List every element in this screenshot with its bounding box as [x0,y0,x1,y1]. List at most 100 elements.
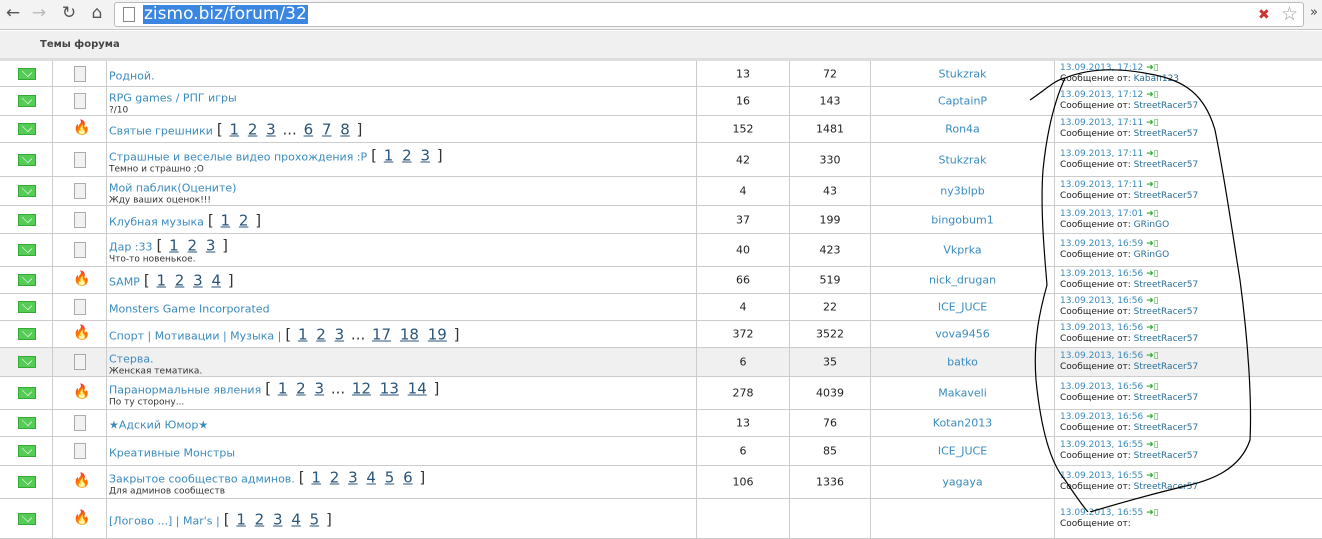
reload-icon[interactable]: ↻ [61,3,77,23]
go-to-last-post-icon[interactable]: ➜▯ [1146,296,1159,306]
go-to-last-post-icon[interactable]: ➜▯ [1146,351,1159,361]
last-post-user-link[interactable]: StreetRacer57 [1133,280,1199,290]
topic-title-link[interactable]: Закрытое сообщество админов. [109,472,295,486]
author-link[interactable]: Makaveli [938,386,987,400]
page-link[interactable]: 2 [187,236,198,255]
page-link[interactable]: 1 [277,379,288,398]
topic-title-link[interactable]: Стерва. [109,352,154,366]
author-link[interactable]: nick_drugan [928,273,997,287]
url-text[interactable]: zismo.biz/forum/32 [143,4,308,24]
topic-title-link[interactable]: [Логово ...] | Mar's | [109,514,220,527]
last-post-date-link[interactable]: 13.09.2013, 16:56 [1060,323,1144,333]
page-link[interactable]: 2 [329,468,340,487]
page-link[interactable]: 1 [311,468,321,487]
last-post-date-link[interactable]: 13.09.2013, 16:55 [1060,507,1144,518]
topic-title-link[interactable]: SAMP [109,275,140,289]
page-link[interactable]: 3 [334,325,345,344]
last-post-date-link[interactable]: 13.09.2013, 16:55 [1060,440,1144,450]
last-post-date-link[interactable]: 13.09.2013, 16:56 [1060,412,1144,422]
page-link[interactable]: 2 [254,510,265,528]
page-link[interactable]: 1 [297,325,308,344]
go-to-last-post-icon[interactable]: ➜▯ [1146,269,1159,279]
page-link[interactable]: 2 [296,379,306,398]
go-to-last-post-icon[interactable]: ➜▯ [1146,382,1159,392]
overflow-chevron-icon[interactable]: » [1310,5,1318,20]
topic-title-link[interactable]: Страшные и веселые видео прохождения :P [109,150,368,163]
page-link[interactable]: 2 [174,271,185,290]
author-link[interactable]: Stukzrak [938,67,987,80]
cookie-blocked-icon[interactable]: ✖ [1258,7,1270,23]
go-to-last-post-icon[interactable]: ➜▯ [1146,471,1159,481]
page-link[interactable]: 3 [348,468,358,487]
go-to-last-post-icon[interactable]: ➜▯ [1146,208,1159,219]
author-link[interactable]: CaptainP [937,94,988,108]
author-link[interactable]: Ron4a [945,122,980,136]
topic-title-link[interactable]: Паранормальные явления [109,383,262,397]
page-link[interactable]: 6 [303,120,314,139]
page-link[interactable]: 4 [211,271,221,290]
go-to-last-post-icon[interactable]: ➜▯ [1146,180,1159,190]
topic-title-link[interactable]: Клубная музыка [109,215,204,228]
page-link[interactable]: 2 [316,325,326,344]
author-link[interactable]: Kotan2013 [932,416,993,430]
topic-title-link[interactable]: ★Адский Юмор★ [109,418,209,432]
page-link[interactable]: 1 [169,236,179,255]
page-link[interactable]: 2 [247,120,258,139]
page-link[interactable]: 7 [321,120,332,139]
author-link[interactable]: bingobum1 [931,213,994,226]
go-to-last-post-icon[interactable]: ➜▯ [1146,412,1159,422]
last-post-user-link[interactable]: GRinGO [1133,219,1170,230]
go-to-last-post-icon[interactable]: ➜▯ [1146,148,1159,159]
last-post-date-link[interactable]: 13.09.2013, 16:56 [1060,351,1144,361]
last-post-user-link[interactable]: Kaban123 [1133,73,1180,84]
topic-title-link[interactable]: RPG games / РПГ игры [109,91,237,105]
author-link[interactable]: yagaya [942,475,983,489]
last-post-user-link[interactable]: StreetRacer57 [1133,307,1199,317]
page-link[interactable]: 2 [402,146,412,164]
author-link[interactable]: ICE_JUCE [937,300,988,314]
last-post-user-link[interactable]: StreetRacer57 [1133,362,1199,372]
last-post-date-link[interactable]: 13.09.2013, 17:11 [1060,118,1144,128]
author-link[interactable]: Stukzrak [938,153,987,166]
last-post-user-link[interactable]: GRinGO [1133,250,1170,260]
topic-title-link[interactable]: Родной. [109,69,155,82]
last-post-user-link[interactable]: StreetRacer57 [1133,482,1199,492]
author-link[interactable]: batko [947,355,978,369]
page-link[interactable]: 5 [309,510,320,528]
page-link[interactable]: 1 [236,510,246,528]
page-link[interactable]: 1 [156,271,167,290]
page-link[interactable]: 3 [266,120,276,139]
last-post-user-link[interactable]: StreetRacer57 [1133,451,1199,461]
page-link[interactable]: 6 [403,468,413,487]
page-link[interactable]: 4 [366,468,376,487]
page-link[interactable]: 2 [238,211,249,229]
last-post-date-link[interactable]: 13.09.2013, 17:11 [1060,180,1144,190]
go-to-last-post-icon[interactable]: ➜▯ [1146,239,1159,249]
author-link[interactable]: ny3blpb [940,184,985,198]
page-link[interactable]: 8 [340,120,350,139]
topic-title-link[interactable]: Спорт | Мотивации | Музыка | [109,329,282,343]
last-post-date-link[interactable]: 13.09.2013, 16:56 [1060,382,1144,392]
author-link[interactable]: Vkprka [943,243,982,257]
page-link[interactable]: 18 [399,325,419,344]
page-link[interactable]: 5 [384,468,395,487]
last-post-user-link[interactable]: StreetRacer57 [1133,423,1199,433]
last-post-date-link[interactable]: 13.09.2013, 17:12 [1060,90,1144,100]
page-link[interactable]: 3 [205,236,216,255]
last-post-user-link[interactable]: StreetRacer57 [1133,129,1199,139]
last-post-user-link[interactable]: StreetRacer57 [1133,101,1199,111]
forward-icon[interactable]: → [31,3,47,23]
topic-title-link[interactable]: Креативные Монстры [109,446,236,460]
topic-title-link[interactable]: Мой паблик(Оцените) [109,181,237,195]
page-link[interactable]: 12 [351,379,371,398]
go-to-last-post-icon[interactable]: ➜▯ [1146,118,1159,128]
last-post-date-link[interactable]: 13.09.2013, 16:59 [1060,239,1144,249]
topic-title-link[interactable]: Святые грешники [109,124,213,138]
last-post-date-link[interactable]: 13.09.2013, 17:11 [1060,148,1144,159]
go-to-last-post-icon[interactable]: ➜▯ [1146,90,1159,100]
home-icon[interactable]: ⌂ [91,3,103,23]
address-bar[interactable]: zismo.biz/forum/32 ✖ ☆ [114,2,1304,27]
page-link[interactable]: 3 [193,271,203,290]
page-link[interactable]: 3 [420,146,430,164]
last-post-date-link[interactable]: 13.09.2013, 17:12 [1060,62,1144,73]
